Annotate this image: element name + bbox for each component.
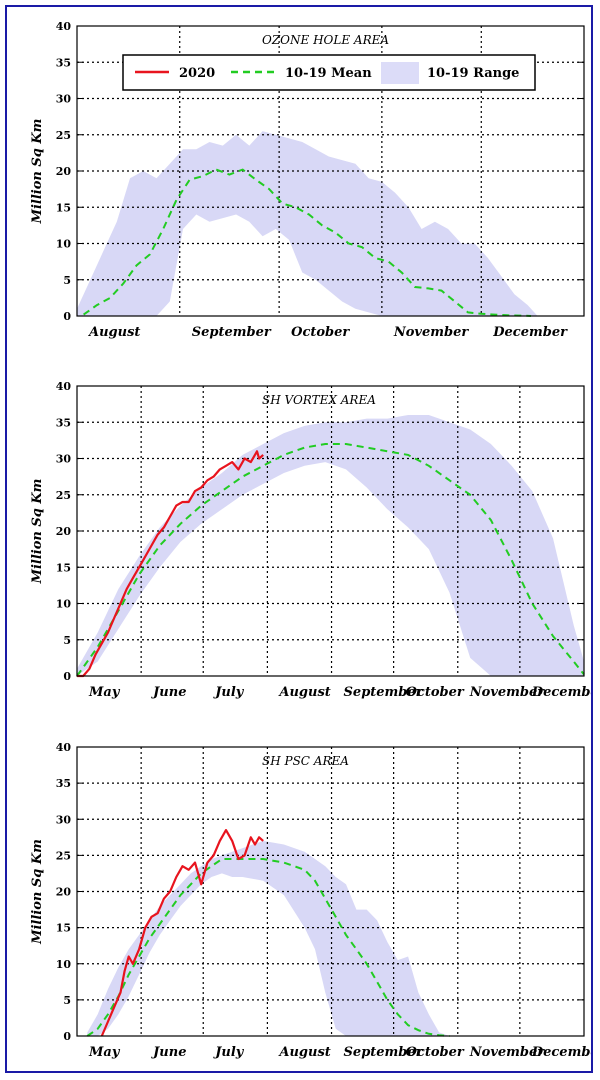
y-tick-label: 35 [56, 416, 71, 429]
mean-line [86, 858, 450, 1037]
series-2020-line [100, 828, 264, 1037]
mean-line [76, 443, 585, 677]
figure-frame: 0 5 10 15 20 25 30 35 40 August September October No… [5, 5, 600, 1073]
legend-range-label: 10-19 Range [427, 66, 519, 81]
y-tick-label: 5 [63, 274, 71, 287]
chart-title: SH VORTEX AREA [262, 393, 376, 407]
y-axis-label: Million Sq Km [30, 119, 45, 225]
x-month-label: December [531, 1045, 591, 1060]
y-tick-label: 5 [63, 994, 71, 1007]
range-band [77, 415, 584, 676]
y-tick-label: 20 [56, 886, 72, 899]
x-month-label: May [88, 685, 121, 700]
legend-2020-label: 2020 [179, 66, 215, 81]
x-month-label: December [531, 685, 591, 700]
y-tick-label: 15 [56, 201, 71, 214]
y-tick-label: 35 [56, 56, 71, 69]
y-tick-label: 30 [56, 453, 72, 466]
y-tick-label: 5 [63, 634, 71, 647]
x-month-label: October [406, 685, 465, 700]
x-month-label: June [150, 685, 186, 700]
y-tick-label: 25 [56, 849, 71, 862]
x-month-label: August [277, 685, 330, 700]
y-tick-label: 15 [56, 561, 71, 574]
y-tick-label: 40 [56, 20, 72, 33]
x-month-label: November [469, 685, 545, 700]
y-tick-label: 35 [56, 777, 71, 790]
y-tick-label: 30 [56, 93, 72, 106]
y-tick-label: 20 [56, 525, 72, 538]
y-tick-label: 10 [56, 958, 72, 971]
y-tick-label: 20 [56, 165, 72, 178]
legend: 2020 10-19 Mean 10-19 Range [122, 54, 536, 91]
x-month-label: September [344, 685, 424, 700]
y-tick-label: 25 [56, 489, 71, 502]
y-tick-label: 25 [56, 129, 71, 142]
series-2020-line [77, 450, 264, 678]
mean-line [83, 168, 532, 317]
x-month-label: November [469, 1045, 545, 1060]
x-month-label: August [87, 325, 140, 340]
legend-range-swatch [381, 62, 419, 84]
x-month-label: October [406, 1045, 465, 1060]
x-month-label: July [212, 1045, 245, 1060]
y-tick-label: 15 [56, 922, 71, 935]
y-tick-label: 0 [63, 310, 71, 323]
range-band [87, 840, 450, 1036]
y-tick-label: 40 [56, 741, 72, 754]
y-tick-label: 30 [56, 813, 72, 826]
y-axis-label: Million Sq Km [30, 479, 45, 585]
x-month-label: November [393, 325, 469, 340]
x-month-label: September [192, 325, 272, 340]
y-tick-label: 0 [63, 1030, 71, 1043]
range-band [77, 131, 538, 316]
chart-panel-1: 0 5 10 15 20 25 30 35 40 August September October No… [30, 20, 585, 340]
y-tick-label: 0 [63, 670, 71, 683]
chart-title: OZONE HOLE AREA [262, 33, 389, 47]
x-month-label: July [212, 685, 245, 700]
legend-mean-label: 10-19 Mean [285, 66, 372, 81]
chart-panel-3: 0 5 10 15 20 25 30 35 40 May June July August Septemb… [30, 741, 600, 1060]
chart-panel-2: 0 5 10 15 20 25 30 35 40 May June July August Septemb… [30, 380, 600, 700]
y-tick-label: 10 [56, 238, 72, 251]
y-axis-label: Million Sq Km [30, 839, 45, 945]
y-tick-label: 40 [56, 380, 72, 393]
x-month-label: October [291, 325, 350, 340]
y-tick-label: 10 [56, 598, 72, 611]
x-month-label: August [277, 1045, 330, 1060]
x-month-label: December [492, 325, 568, 340]
legend-box [122, 54, 536, 91]
x-month-label: May [88, 1045, 121, 1060]
x-month-label: September [344, 1045, 424, 1060]
x-month-label: June [150, 1045, 186, 1060]
chart-title: SH PSC AREA [262, 754, 349, 768]
